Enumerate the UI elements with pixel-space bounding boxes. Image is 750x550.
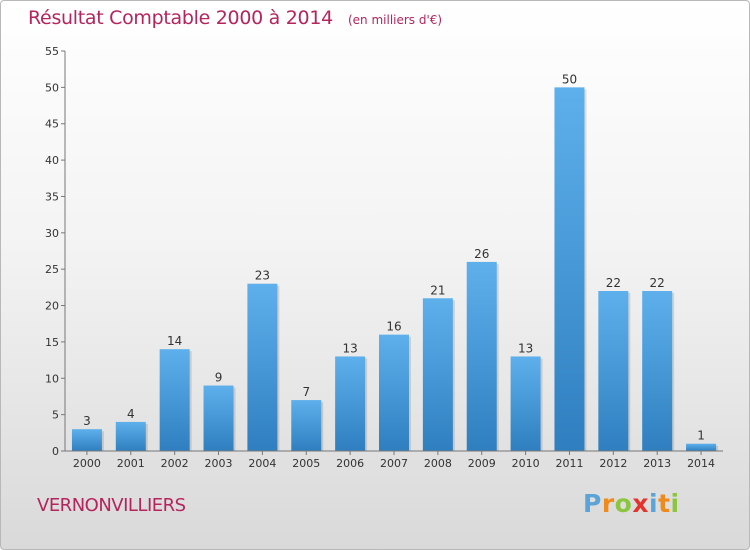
bar-2006	[335, 356, 366, 451]
bar-2000	[71, 429, 102, 451]
y-tick-label: 5	[52, 409, 59, 422]
bar-2010	[510, 356, 541, 451]
bar-2012	[598, 291, 629, 451]
x-tick-label: 2000	[73, 457, 101, 470]
bar-2014	[686, 443, 717, 451]
y-tick-label: 25	[45, 263, 59, 276]
x-tick-label: 2010	[512, 457, 540, 470]
x-tick-label: 2007	[380, 457, 408, 470]
bar-2011	[554, 87, 585, 451]
bar-value-label: 23	[255, 269, 270, 283]
x-tick-label: 2003	[205, 457, 233, 470]
x-tick-label: 2001	[117, 457, 145, 470]
x-tick-label: 2014	[687, 457, 715, 470]
bar-2003	[203, 385, 234, 451]
x-tick-label: 2002	[161, 457, 189, 470]
bar-2004	[247, 283, 278, 451]
bar-value-label: 21	[430, 283, 445, 297]
bar-2005	[291, 400, 322, 451]
bar-2013	[642, 291, 673, 451]
y-tick-label: 35	[45, 190, 59, 203]
y-tick-label: 40	[45, 154, 59, 167]
y-tick-label: 55	[45, 45, 59, 58]
title-row: Résultat Comptable 2000 à 2014 (en milli…	[28, 7, 442, 29]
chart-subtitle: (en milliers d'€)	[347, 13, 443, 27]
x-tick-label: 2004	[248, 457, 276, 470]
bar-2009	[466, 261, 497, 451]
bar-value-label: 22	[606, 276, 621, 290]
y-tick-label: 0	[52, 445, 59, 458]
bar-value-label: 13	[518, 341, 533, 355]
y-tick-label: 20	[45, 300, 59, 313]
bar-2002	[159, 349, 190, 451]
x-tick-label: 2012	[599, 457, 627, 470]
x-tick-label: 2008	[424, 457, 452, 470]
y-tick-label: 15	[45, 336, 59, 349]
x-tick-label: 2009	[468, 457, 496, 470]
x-tick-label: 2011	[555, 457, 583, 470]
y-tick-label: 10	[45, 372, 59, 385]
bar-value-label: 50	[562, 72, 577, 86]
bar-2007	[379, 334, 409, 451]
x-tick-label: 2013	[643, 457, 671, 470]
bar-value-label: 1	[697, 429, 705, 443]
bar-value-label: 22	[650, 276, 665, 290]
y-tick-label: 30	[45, 227, 59, 240]
commune-name: VERNONVILLIERS	[37, 495, 186, 516]
bar-value-label: 13	[342, 341, 357, 355]
bar-value-label: 4	[127, 407, 135, 421]
bar-2008	[422, 298, 453, 451]
x-tick-label: 2005	[292, 457, 320, 470]
proxiti-logo[interactable]: Proxiti	[583, 489, 680, 518]
bar-value-label: 16	[386, 320, 401, 334]
bar-value-label: 9	[215, 371, 223, 385]
y-tick-label: 45	[45, 118, 59, 131]
bar-2001	[115, 421, 146, 451]
y-tick-label: 50	[45, 81, 59, 94]
chart-title: Résultat Comptable 2000 à 2014	[28, 7, 333, 29]
x-tick-label: 2006	[336, 457, 364, 470]
bar-value-label: 3	[83, 414, 91, 428]
bar-value-label: 26	[474, 247, 489, 261]
bar-value-label: 7	[302, 385, 310, 399]
bar-value-label: 14	[167, 334, 182, 348]
